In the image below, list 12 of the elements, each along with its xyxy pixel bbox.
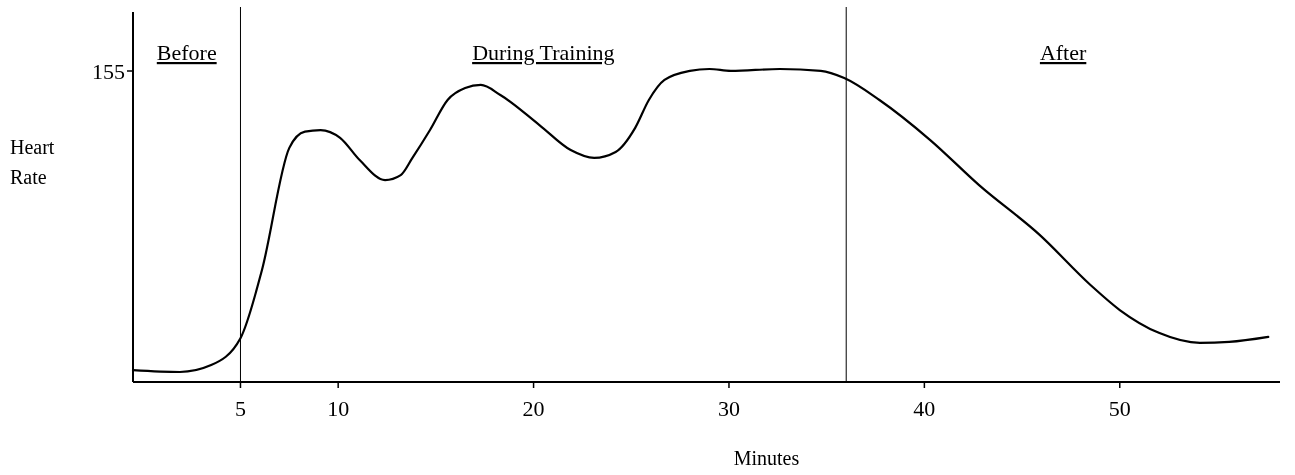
x-tick-label: 40 [913,396,936,421]
x-tick-label: 50 [1108,396,1131,421]
x-tick-label: 30 [717,396,740,421]
x-tick-label: 5 [234,396,246,421]
text: 155 [92,59,125,84]
y-axis-title: Heart Rate [10,136,55,188]
x-axis-title: Minutes [733,447,800,469]
text: After [1039,40,1087,65]
x-tick-label: 10 [327,396,350,421]
x-tick-label: 20 [522,396,545,421]
text: During Training [472,40,615,65]
text: Before [156,40,217,65]
